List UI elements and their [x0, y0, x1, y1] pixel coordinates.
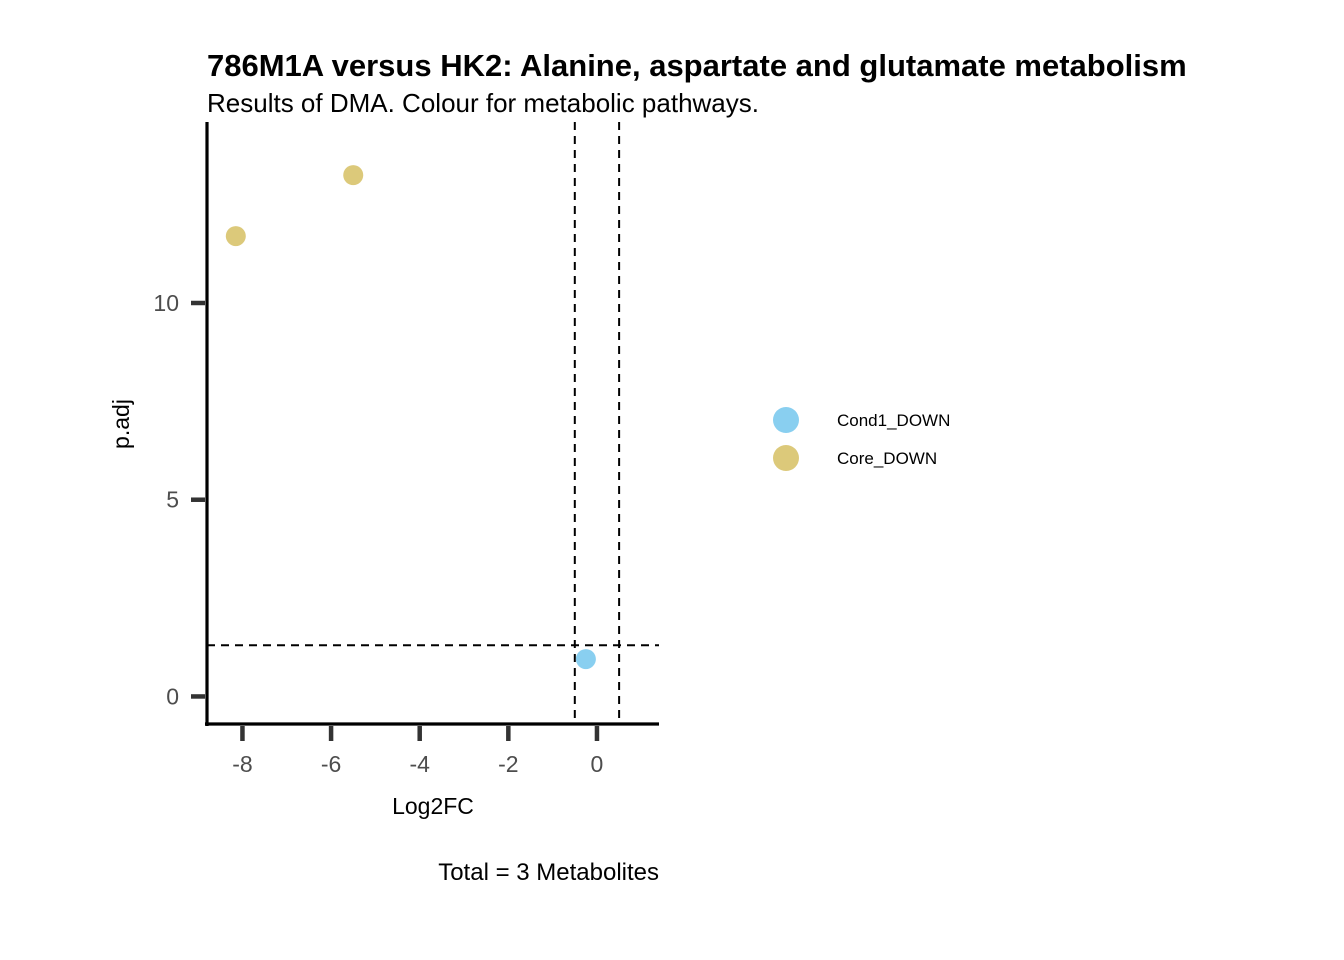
legend-label-core-down: Core_DOWN: [837, 449, 937, 468]
point-core-down-2: [343, 165, 364, 186]
x-axis-ticks: -8 -6 -4 -2 0: [232, 726, 603, 777]
legend: Cond1_DOWN Core_DOWN: [773, 407, 950, 471]
x-tick-label: -4: [409, 751, 430, 777]
caption-total: Total = 3 Metabolites: [438, 859, 659, 886]
legend-label-cond1-down: Cond1_DOWN: [837, 411, 950, 430]
point-cond1-down-1: [575, 649, 596, 670]
threshold-lines: [207, 122, 659, 724]
legend-key-cond1-down: [773, 407, 799, 433]
point-core-down-1: [225, 226, 246, 247]
y-tick-label: 10: [153, 290, 179, 316]
data-points: [225, 165, 596, 670]
y-axis-title: p.adj: [108, 399, 134, 449]
x-tick-label: -6: [321, 751, 341, 777]
x-tick-label: -8: [232, 751, 252, 777]
x-tick-label: 0: [591, 751, 604, 777]
x-axis-title: Log2FC: [392, 793, 474, 819]
plot-area: -8 -6 -4 -2 0 0 5 10: [153, 122, 659, 777]
legend-key-core-down: [773, 445, 799, 471]
x-tick-label: -2: [498, 751, 518, 777]
y-tick-label: 0: [166, 683, 179, 709]
chart-title: 786M1A versus HK2: Alanine, aspartate an…: [207, 48, 1187, 83]
chart-subtitle: Results of DMA. Colour for metabolic pat…: [207, 88, 759, 118]
y-axis-ticks: 0 5 10: [153, 290, 205, 709]
y-tick-label: 5: [166, 487, 179, 513]
